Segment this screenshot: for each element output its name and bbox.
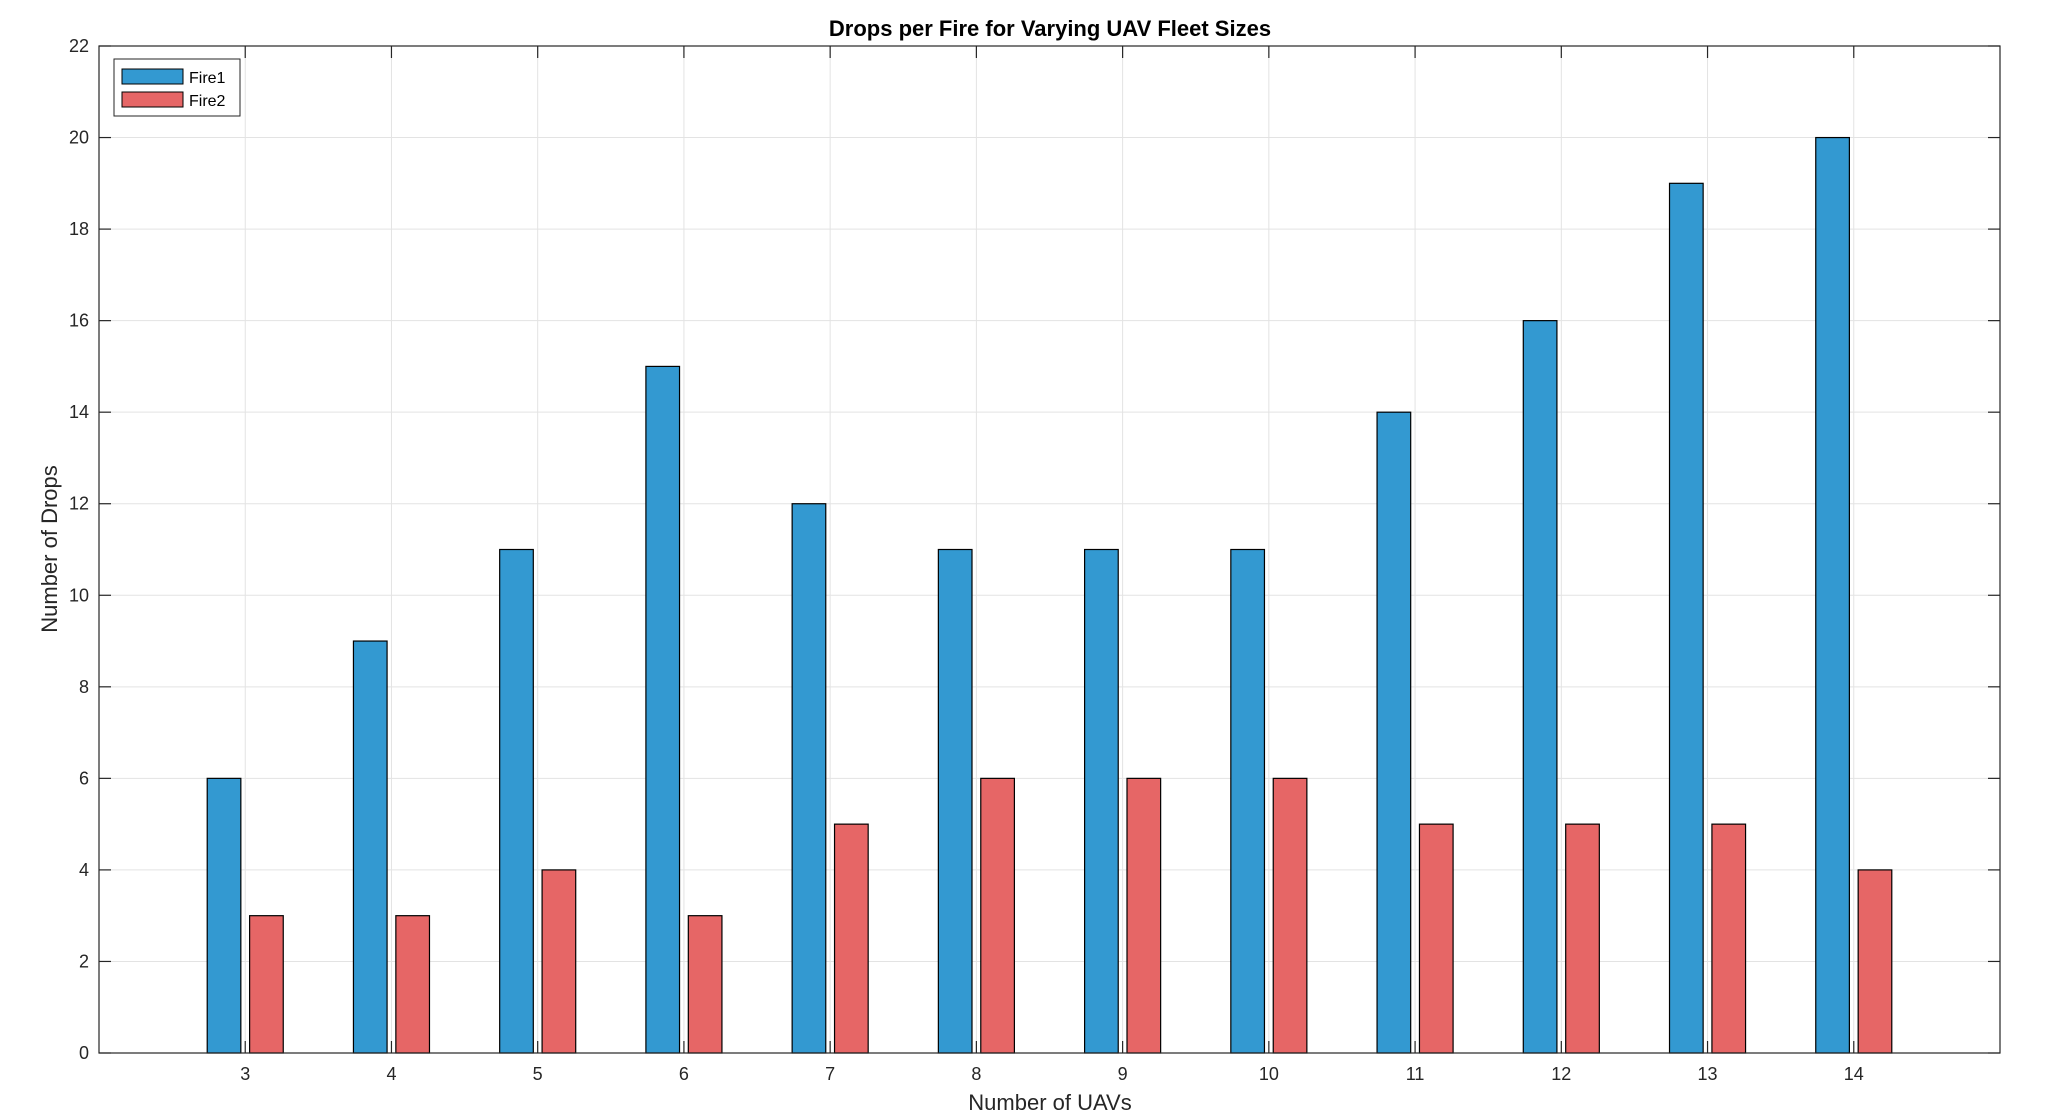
bar-fire1-14: [1815, 136, 1850, 1054]
y-tick-label: 4: [79, 860, 89, 880]
bar-fire2-10: [1272, 777, 1308, 1054]
y-tick-label: 6: [79, 768, 89, 788]
legend-label-fire2: Fire2: [189, 93, 226, 110]
x-tick-labels: 3 4 5 6 7 8 9 10 11 12 13 14: [240, 1064, 1864, 1084]
y-tick-label: 8: [79, 677, 89, 697]
y-tick-label: 2: [79, 951, 89, 971]
y-tick-label: 14: [69, 402, 89, 422]
y-tick-labels: 0 2 4 6 8 10 12 14 16 18 20 22: [69, 36, 89, 1063]
x-tick-label: 6: [679, 1064, 689, 1084]
bar-fire2-5: [541, 869, 577, 1054]
y-tick-label: 16: [69, 311, 89, 331]
bar-fire1-7: [791, 503, 827, 1054]
legend: Fire1 Fire2: [113, 58, 241, 117]
bars-group: [206, 136, 1893, 1054]
legend-label-fire1: Fire1: [189, 70, 226, 87]
x-tick-label: 7: [825, 1064, 835, 1084]
x-tick-label: 8: [971, 1064, 981, 1084]
bar-fire1-12: [1522, 320, 1558, 1054]
bar-fire1-9: [1083, 548, 1119, 1054]
y-tick-label: 12: [69, 494, 89, 514]
bar-fire1-5: [499, 548, 534, 1054]
x-tick-label: 5: [533, 1064, 543, 1084]
bar-fire2-4: [395, 915, 431, 1054]
y-tick-label: 10: [69, 585, 89, 605]
bar-fire1-4: [352, 640, 388, 1054]
bar-fire2-8: [980, 777, 1016, 1054]
x-tick-label: 13: [1698, 1064, 1718, 1084]
legend-swatch-fire2: [121, 91, 184, 108]
x-tick-label: 10: [1259, 1064, 1279, 1084]
chart-title: Drops per Fire for Varying UAV Fleet Siz…: [829, 16, 1271, 41]
bar-fire2-11: [1418, 823, 1454, 1054]
y-tick-label: 20: [69, 128, 89, 148]
x-tick-label: 9: [1118, 1064, 1128, 1084]
bar-fire1-11: [1376, 411, 1412, 1054]
bar-fire2-13: [1711, 823, 1747, 1054]
x-tick-label: 11: [1406, 1064, 1425, 1084]
bar-fire2-14: [1857, 869, 1893, 1054]
grid-lines: [99, 45, 2000, 1054]
bar-fire2-3: [249, 915, 284, 1054]
plot-box: [98, 45, 2001, 1054]
y-axis-label: Number of Drops: [37, 465, 62, 633]
bar-fire2-12: [1565, 823, 1600, 1054]
axis-ticks: [99, 45, 2000, 1054]
x-axis-label: Number of UAVs: [968, 1090, 1131, 1115]
x-tick-label: 4: [386, 1064, 396, 1084]
bar-fire2-7: [833, 823, 869, 1054]
bar-fire1-6: [645, 365, 681, 1054]
bar-fire2-9: [1126, 777, 1162, 1054]
y-tick-label: 0: [79, 1043, 89, 1063]
bar-fire1-13: [1668, 182, 1704, 1054]
x-tick-label: 12: [1551, 1064, 1571, 1084]
bar-fire1-3: [206, 777, 242, 1054]
y-tick-label: 18: [69, 219, 89, 239]
bar-fire1-8: [937, 548, 973, 1054]
bar-fire1-10: [1230, 548, 1266, 1054]
legend-swatch-fire1: [121, 68, 184, 85]
bar-fire2-6: [687, 915, 723, 1054]
y-tick-label: 22: [69, 36, 89, 56]
x-tick-label: 14: [1844, 1064, 1864, 1084]
x-tick-label: 3: [240, 1064, 250, 1084]
